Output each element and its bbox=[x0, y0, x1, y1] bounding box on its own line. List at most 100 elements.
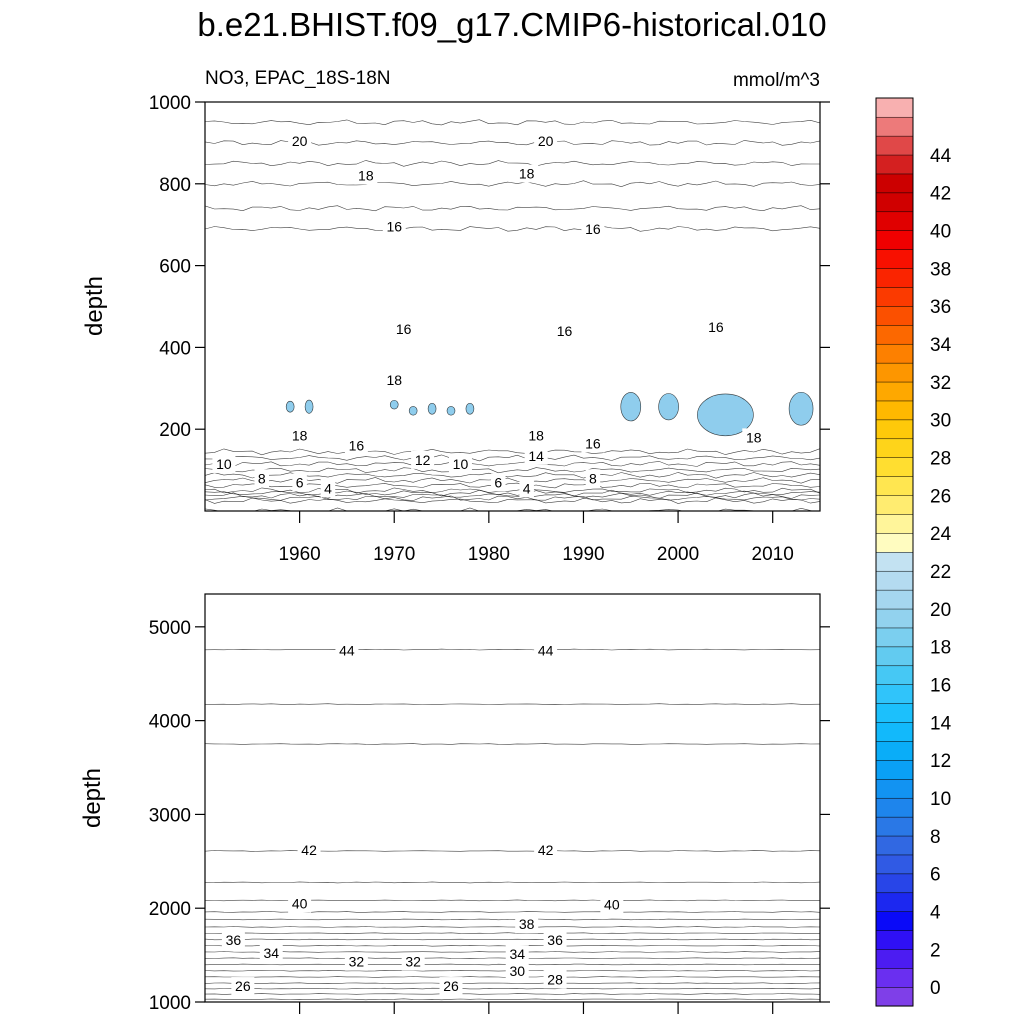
colorbar-swatch bbox=[875, 116, 914, 137]
colorbar-label: 18 bbox=[930, 638, 951, 659]
contour-line bbox=[205, 119, 820, 126]
contour-label: 16 bbox=[553, 322, 577, 341]
contour-label: 26 bbox=[231, 977, 255, 996]
contour-label-box bbox=[534, 641, 558, 660]
contour-label: 18 bbox=[382, 371, 406, 390]
contour-label: 6 bbox=[491, 473, 506, 492]
colorbar-swatch bbox=[875, 740, 914, 761]
colorbar-swatch bbox=[875, 873, 914, 894]
contour-island bbox=[427, 402, 437, 415]
contour-island bbox=[389, 399, 399, 410]
contour-label-box bbox=[231, 977, 255, 996]
colorbar-swatch bbox=[875, 135, 914, 156]
contour-label: 8 bbox=[585, 469, 601, 488]
colorbar-swatch bbox=[875, 324, 914, 345]
colorbar-swatch bbox=[875, 457, 914, 477]
y-tick-label: 4000 bbox=[149, 712, 191, 733]
contour-island bbox=[465, 402, 475, 415]
contour-label: 16 bbox=[344, 436, 368, 455]
contour-label-box bbox=[600, 895, 624, 914]
colorbar-label: 14 bbox=[930, 713, 952, 734]
contour-label: 16 bbox=[382, 217, 406, 236]
contour-label-box bbox=[354, 166, 378, 185]
contour-label: 36 bbox=[543, 931, 567, 950]
colorbar-label: 32 bbox=[930, 373, 951, 394]
contour-line bbox=[205, 180, 820, 188]
contour-label: 32 bbox=[401, 952, 425, 971]
contour-label-box bbox=[491, 473, 506, 492]
y-tick-label: 3000 bbox=[149, 805, 191, 826]
contour-label-box bbox=[515, 915, 539, 934]
contour-line bbox=[205, 160, 820, 167]
contour-label-text: 44 bbox=[538, 642, 554, 658]
colorbar-swatch bbox=[875, 173, 914, 194]
colorbar-label: 34 bbox=[930, 335, 952, 356]
contour-label-box bbox=[288, 894, 312, 913]
contour-label-text: 16 bbox=[585, 221, 601, 237]
colorbar-swatch bbox=[875, 362, 914, 383]
colorbar-swatch bbox=[875, 211, 914, 231]
contour-label-box bbox=[254, 469, 270, 488]
colorbar-swatch bbox=[875, 286, 914, 307]
colorbar-swatch bbox=[875, 343, 914, 364]
contour-label-text: 16 bbox=[386, 219, 402, 235]
contour-label: 18 bbox=[742, 428, 766, 447]
colorbar-label: 4 bbox=[930, 902, 941, 923]
contour-label: 18 bbox=[515, 164, 539, 183]
contour-line bbox=[205, 703, 820, 706]
contour-label: 28 bbox=[543, 970, 567, 989]
colorbar-label: 12 bbox=[930, 751, 951, 772]
contour-label-text: 16 bbox=[396, 321, 412, 337]
units-label: mmol/m^3 bbox=[733, 70, 820, 91]
contour-label-text: 18 bbox=[528, 427, 544, 443]
y-tick-label: 400 bbox=[159, 338, 191, 359]
contour-island bbox=[620, 392, 642, 422]
contour-label-box bbox=[543, 970, 567, 989]
contour-island bbox=[697, 393, 754, 437]
contour-label-box bbox=[534, 131, 558, 150]
colorbar-label: 8 bbox=[930, 827, 941, 848]
x-tick-label: 2010 bbox=[752, 544, 794, 565]
figure-title: b.e21.BHIST.f09_g17.CMIP6-historical.010 bbox=[197, 6, 826, 43]
contour-line bbox=[205, 497, 820, 504]
colorbar-swatch bbox=[875, 665, 914, 685]
contour-label-text: 42 bbox=[538, 842, 554, 858]
colorbar-swatch bbox=[875, 513, 914, 534]
colorbar-label: 0 bbox=[930, 978, 941, 999]
contour-label-text: 16 bbox=[349, 438, 365, 454]
contour-label: 12 bbox=[411, 450, 435, 469]
contour-island bbox=[285, 400, 295, 413]
contour-label-box bbox=[448, 454, 472, 473]
x-tick-label: 2000 bbox=[657, 544, 699, 565]
contour-line bbox=[205, 489, 820, 497]
top-panel-contour-lines bbox=[205, 119, 820, 511]
contour-label-text: 34 bbox=[263, 945, 279, 961]
colorbar-label: 6 bbox=[930, 865, 941, 886]
contour-label-text: 14 bbox=[528, 448, 544, 464]
colorbar-swatch bbox=[875, 381, 914, 402]
colorbar-swatch bbox=[875, 230, 914, 250]
contour-label-box bbox=[292, 473, 307, 492]
contour-line bbox=[205, 881, 820, 884]
contour-label-box bbox=[288, 426, 312, 445]
colorbar-swatch bbox=[875, 627, 914, 648]
contour-label-box bbox=[297, 841, 321, 860]
contour-label-text: 6 bbox=[296, 474, 304, 490]
contour-label-text: 4 bbox=[523, 481, 531, 497]
contour-island bbox=[408, 406, 418, 416]
contour-label-text: 30 bbox=[509, 963, 525, 979]
colorbar-swatch bbox=[875, 268, 914, 288]
colorbar-swatch bbox=[875, 854, 914, 875]
colorbar-swatch bbox=[875, 608, 914, 629]
contour-label-text: 18 bbox=[519, 166, 535, 182]
contour-label-box bbox=[411, 450, 435, 469]
colorbar-swatch bbox=[875, 835, 914, 856]
colorbar-swatch bbox=[875, 249, 914, 269]
contour-label: 34 bbox=[505, 945, 529, 964]
contour-label: 16 bbox=[704, 317, 728, 336]
contour-label-box bbox=[320, 479, 336, 498]
contour-line bbox=[205, 998, 820, 1001]
contour-label-text: 20 bbox=[292, 133, 308, 149]
